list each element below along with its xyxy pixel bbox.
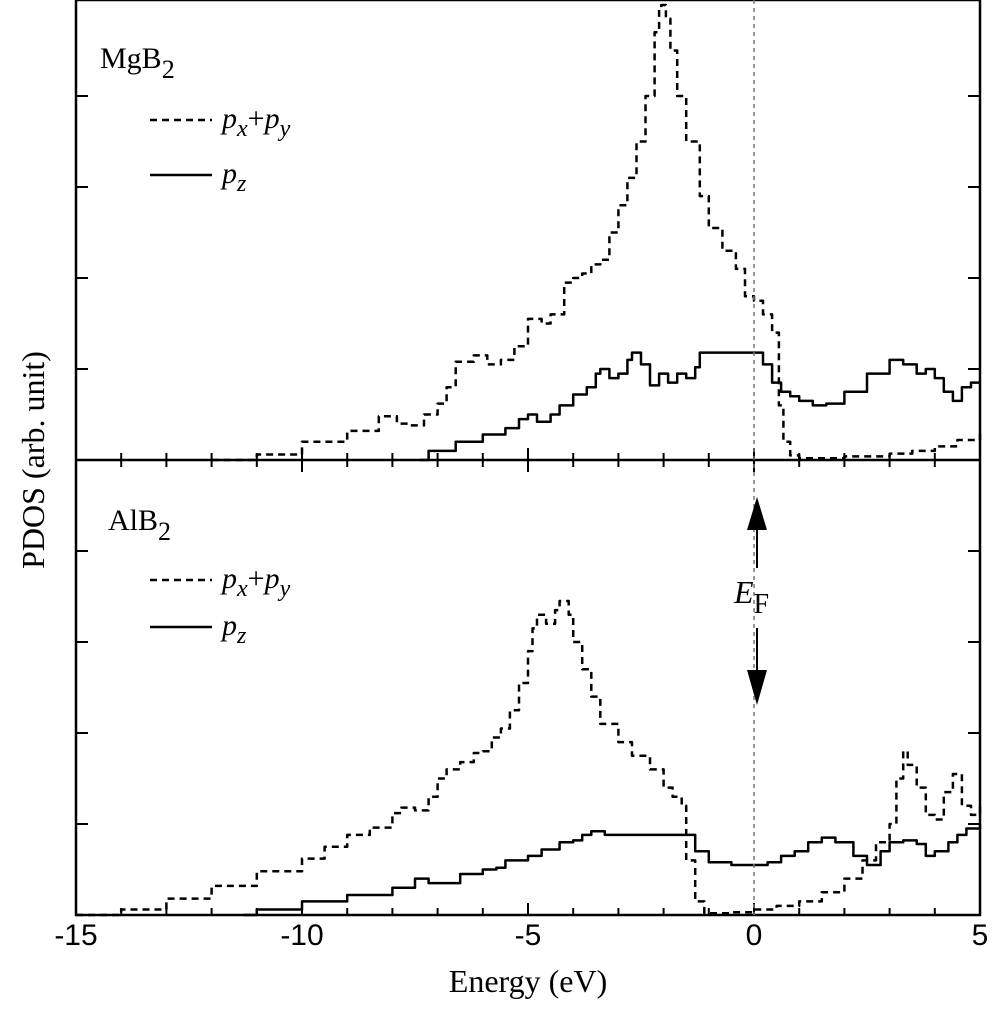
y-axis-title: PDOS (arb. unit) (15, 351, 51, 569)
pdos-curves (76, 3, 982, 917)
series-line-mgb2-pz (419, 351, 980, 462)
x-tick-label: 0 (746, 919, 763, 952)
series-line-mgb2-pxpy (211, 3, 982, 462)
plot-frame (74, 0, 982, 917)
x-tick-labels: -15 -10 -5 0 5 (54, 919, 988, 952)
fermi-level-label: EF (733, 574, 769, 620)
x-tick-label: -10 (280, 919, 323, 952)
x-axis-title: Energy (eV) (449, 963, 607, 999)
x-tick-label: 5 (972, 919, 989, 952)
fermi-arrow-down-icon (747, 670, 767, 705)
x-tick-label: -5 (515, 919, 542, 952)
x-tick-label: -15 (54, 919, 97, 952)
panel-label-mgb2: MgB2 (100, 42, 175, 84)
legend-label-mgb2-pz: pz (220, 157, 247, 197)
legend-label-alb2-pz: pz (220, 609, 247, 649)
legend-label-alb2-pxpy: px+py (220, 562, 291, 602)
series-line-alb2-pz (243, 824, 982, 917)
fermi-arrow-up-icon (747, 497, 767, 530)
tick-marks (76, 95, 980, 915)
panel-label-alb2: AlB2 (108, 504, 171, 546)
legend-label-mgb2-pxpy: px+py (220, 102, 291, 142)
series-line-alb2-pxpy (76, 599, 982, 917)
